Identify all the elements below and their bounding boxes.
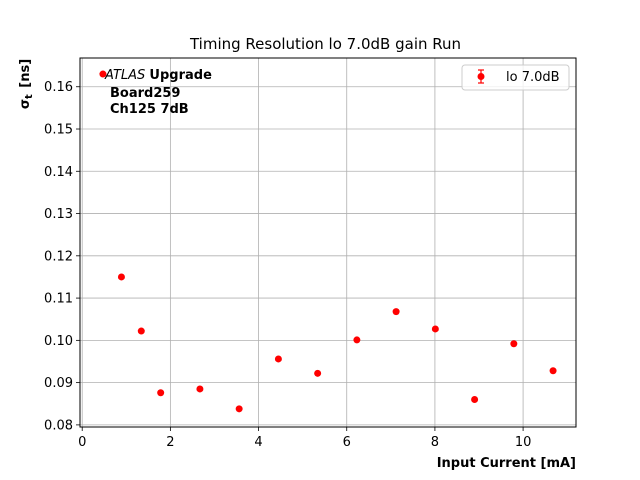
x-tick-label: 8 — [431, 435, 439, 450]
y-tick-label: 0.09 — [44, 376, 73, 391]
atlas-annotation: ATLAS Upgrade Board259 Ch125 7dB — [99, 68, 212, 117]
x-tick-label: 2 — [166, 435, 174, 450]
plot-frame — [79, 57, 577, 428]
y-axis-label-symbol: σ — [18, 99, 33, 109]
data-point — [471, 396, 479, 404]
y-tick-label: 0.11 — [44, 292, 73, 307]
data-point — [431, 325, 439, 333]
y-axis-label: σt [ns] — [18, 59, 35, 109]
y-tick-label: 0.10 — [44, 334, 73, 349]
data-point — [353, 336, 361, 344]
data-point — [196, 385, 204, 393]
data-point — [117, 273, 125, 281]
chart-title: Timing Resolution lo 7.0dB gain Run — [189, 35, 461, 53]
annotation-line-3: Ch125 7dB — [110, 102, 189, 117]
grid — [80, 58, 576, 427]
data-point — [392, 308, 400, 316]
y-axis-label-subscript: t — [24, 94, 35, 99]
annotation-line-1: ATLAS Upgrade — [104, 68, 212, 83]
legend-label: lo 7.0dB — [506, 70, 560, 85]
data-points — [117, 273, 557, 413]
data-point — [235, 405, 243, 413]
y-tick-label: 0.12 — [44, 249, 73, 264]
y-tick-label: 0.16 — [44, 80, 73, 95]
y-axis-ticks: 0.08 0.09 0.10 0.11 0.12 0.13 0.14 0.15 0.16 — [44, 80, 80, 433]
x-axis-ticks: 0 2 4 6 8 10 — [78, 427, 531, 450]
data-point — [549, 367, 557, 375]
data-point — [137, 327, 145, 335]
y-tick-label: 0.08 — [44, 418, 73, 433]
annotation-marker — [99, 70, 107, 78]
data-point — [274, 355, 282, 363]
data-point — [157, 389, 165, 397]
x-tick-label: 10 — [515, 435, 532, 450]
legend: lo 7.0dB — [461, 64, 570, 91]
y-tick-label: 0.14 — [44, 165, 73, 180]
y-tick-label: 0.13 — [44, 207, 73, 222]
data-point — [510, 340, 518, 348]
x-tick-label: 4 — [254, 435, 262, 450]
legend-box — [461, 64, 570, 91]
x-tick-label: 0 — [78, 435, 86, 450]
annotation-line-2: Board259 — [110, 86, 180, 101]
y-tick-label: 0.15 — [44, 123, 73, 138]
x-axis-label: Input Current [mA] — [437, 456, 576, 471]
x-tick-label: 6 — [343, 435, 351, 450]
y-axis-label-unit: [ns] — [18, 59, 33, 88]
legend-marker — [477, 73, 485, 80]
upgrade-text: Upgrade — [149, 68, 212, 83]
data-point — [314, 369, 322, 377]
atlas-text: ATLAS — [104, 68, 145, 83]
